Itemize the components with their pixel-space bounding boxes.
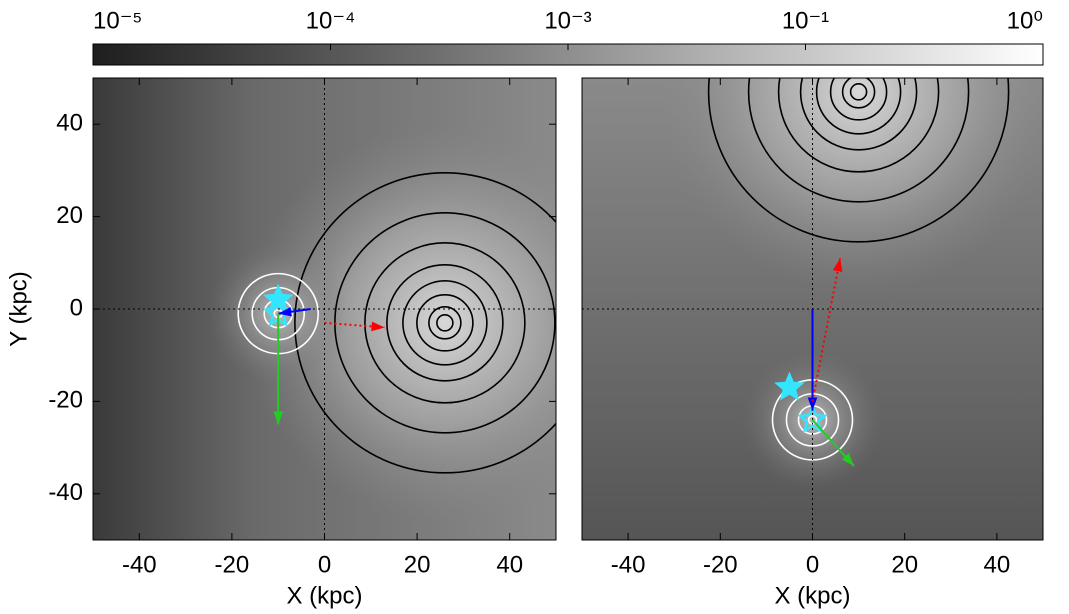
colorbar-label: 10⁻³ — [544, 7, 591, 34]
arrow-head — [841, 453, 854, 467]
x-tick-label: 40 — [496, 551, 523, 578]
y-tick-label: -20 — [48, 387, 83, 414]
host-glow — [658, 78, 1043, 292]
x-tick-label: -20 — [703, 551, 738, 578]
y-tick-label: 40 — [56, 110, 83, 137]
host-contour — [428, 306, 462, 340]
x-tick-label: 40 — [984, 551, 1011, 578]
arrow-head — [371, 321, 385, 332]
arrow-head — [278, 307, 292, 317]
x-tick-label: 20 — [891, 551, 918, 578]
x-tick-label: 0 — [318, 551, 331, 578]
y-tick-label: 20 — [56, 202, 83, 229]
star — [774, 371, 805, 401]
x-tick-label: 20 — [404, 551, 431, 578]
x-axis-label: X (kpc) — [286, 582, 362, 609]
host-contour — [841, 78, 876, 109]
colorbar-label: 10⁻¹ — [782, 7, 829, 34]
x-tick-label: -40 — [122, 551, 157, 578]
host-contour — [707, 78, 1010, 243]
arrow-shaft — [811, 257, 842, 402]
x-tick-label: 0 — [806, 551, 819, 578]
y-tick-label: 0 — [70, 294, 83, 321]
satellite-star — [797, 403, 828, 434]
panel — [582, 78, 1043, 540]
arrow-head — [807, 397, 818, 411]
host-contour — [364, 242, 526, 404]
y-axis-label: Y (kpc) — [5, 271, 32, 347]
host-contour — [416, 294, 474, 352]
host-contour — [777, 78, 940, 173]
x-tick-label: -20 — [215, 551, 250, 578]
colorbar-label: 10⁻⁴ — [306, 7, 356, 34]
colorbar-label: 10⁰ — [1007, 7, 1043, 34]
host-contour — [815, 78, 902, 135]
host-contour — [402, 280, 488, 366]
x-axis-label: X (kpc) — [774, 582, 850, 609]
host-contour — [747, 78, 970, 203]
host-contour — [849, 83, 868, 101]
host-contour — [436, 314, 454, 332]
host-contour — [799, 78, 918, 151]
host-contour — [294, 172, 556, 474]
host-contour — [829, 78, 888, 121]
arrow-head — [273, 411, 284, 425]
colorbar-label: 10⁻⁵ — [93, 7, 142, 34]
x-tick-label: -40 — [611, 551, 646, 578]
host-glow — [244, 122, 556, 523]
host-contour — [386, 264, 504, 382]
arrow-head — [832, 258, 843, 273]
panel — [93, 78, 556, 540]
y-tick-label: -40 — [48, 479, 83, 506]
